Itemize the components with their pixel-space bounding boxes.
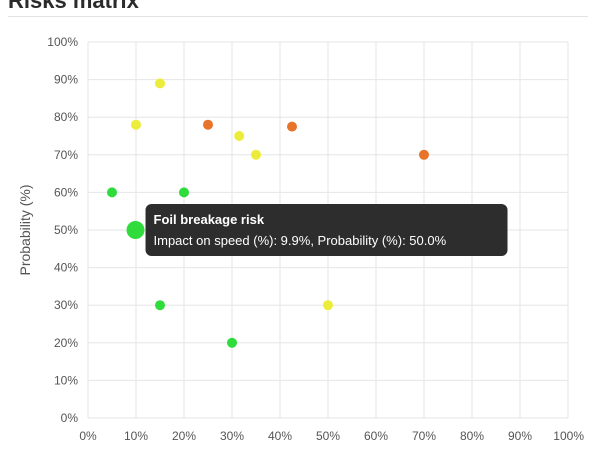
tooltip-box: [145, 204, 508, 256]
page-title: Risks matrix: [8, 0, 139, 13]
y-tick-label: 100%: [47, 35, 78, 49]
y-tick-label: 10%: [54, 373, 78, 387]
y-tick-label: 60%: [54, 185, 78, 199]
x-tick-label: 20%: [172, 429, 196, 443]
x-tick-label: 70%: [412, 429, 436, 443]
risk-point[interactable]: [234, 131, 245, 141]
highlighted-point[interactable]: [126, 221, 145, 239]
x-tick-label: 0%: [79, 429, 97, 443]
x-tick-label: 60%: [364, 429, 388, 443]
risk-point[interactable]: [323, 300, 333, 311]
x-axis-ticks: 0% 10% 20% 30% 40% 50% 60% 70% 80% 90% 100%: [79, 429, 584, 443]
risk-point[interactable]: [227, 337, 237, 348]
y-tick-label: 90%: [54, 73, 78, 87]
risk-point[interactable]: [131, 119, 141, 130]
risk-point[interactable]: [179, 187, 189, 198]
y-tick-label: 0%: [61, 411, 79, 425]
x-tick-label: 100%: [553, 429, 584, 443]
y-tick-label: 70%: [54, 148, 78, 162]
y-tick-label: 80%: [54, 110, 78, 124]
x-tick-label: 40%: [268, 429, 292, 443]
tooltip-title: Foil breakage risk: [154, 212, 265, 227]
risk-point[interactable]: [107, 187, 117, 198]
x-tick-label: 30%: [220, 429, 244, 443]
risk-point[interactable]: [155, 300, 165, 311]
y-axis-ticks: 0% 10% 20% 30% 40% 50% 60% 70% 80% 90% 100%: [47, 35, 78, 425]
y-tick-label: 40%: [54, 261, 78, 275]
x-tick-label: 50%: [316, 429, 340, 443]
title-divider: [8, 16, 588, 17]
risk-point[interactable]: [155, 78, 165, 89]
data-points: [107, 78, 429, 348]
y-tick-label: 50%: [54, 223, 78, 237]
risk-point[interactable]: [287, 121, 297, 132]
y-tick-label: 20%: [54, 336, 78, 350]
x-tick-label: 80%: [460, 429, 484, 443]
y-axis-title: Probability (%): [17, 184, 33, 275]
risk-point[interactable]: [419, 149, 429, 160]
risk-point[interactable]: [203, 119, 213, 130]
risk-point[interactable]: [251, 149, 261, 160]
tooltip: Foil breakage risk Impact on speed (%): …: [145, 204, 508, 256]
x-tick-label: 90%: [508, 429, 532, 443]
tooltip-body: Impact on speed (%): 9.9%, Probability (…: [154, 233, 447, 248]
y-tick-label: 30%: [54, 298, 78, 312]
x-tick-label: 10%: [124, 429, 148, 443]
